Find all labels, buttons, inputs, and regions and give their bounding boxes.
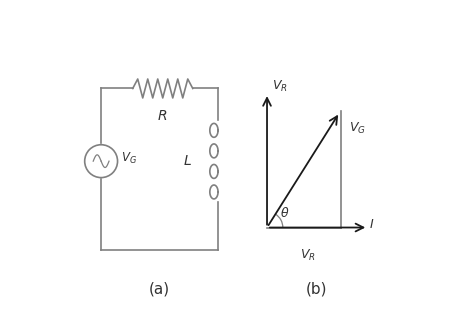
Text: R: R <box>158 109 167 123</box>
Text: L: L <box>183 154 191 168</box>
Text: (b): (b) <box>306 281 328 296</box>
Text: $V_G$: $V_G$ <box>349 120 366 136</box>
Text: (a): (a) <box>149 281 170 296</box>
Text: $I$: $I$ <box>369 218 374 231</box>
Text: $V_R$: $V_R$ <box>300 248 316 263</box>
Text: $\theta$: $\theta$ <box>280 206 289 220</box>
Text: $V_G$: $V_G$ <box>121 150 137 166</box>
Text: $V_R$: $V_R$ <box>272 79 288 94</box>
